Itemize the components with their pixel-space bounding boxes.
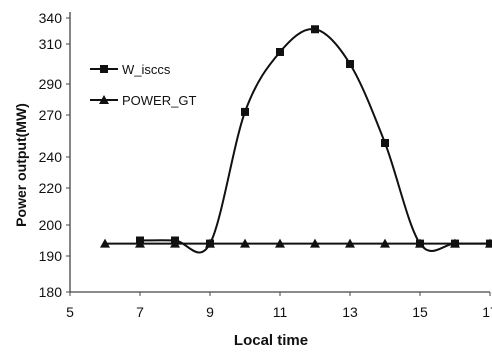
y-tick-label: 310 [39, 36, 63, 52]
data-point [170, 238, 180, 248]
legend: W_iscсs POWER_GT [90, 62, 196, 108]
data-point [240, 238, 250, 248]
data-point [205, 238, 215, 248]
data-point [380, 238, 390, 248]
x-tick-label: 17 [482, 304, 492, 320]
y-tick-label: 240 [39, 149, 63, 165]
x-tick-label: 7 [136, 304, 144, 320]
y-axis-label: Power output(MW) [13, 103, 29, 227]
data-point [135, 238, 145, 248]
data-point [346, 60, 354, 68]
y-tick-label: 220 [39, 180, 63, 196]
x-axis-label: Local time [234, 332, 308, 349]
data-point [485, 238, 492, 248]
series-line [139, 28, 490, 254]
y-tick-label: 290 [39, 76, 63, 92]
legend-item: W_iscсs [90, 62, 171, 77]
legend-marker [99, 95, 109, 104]
data-point [381, 139, 389, 147]
x-tick-label: 15 [412, 304, 428, 320]
legend-label: POWER_GT [122, 93, 196, 108]
x-tick-label: 11 [273, 304, 288, 320]
data-point [311, 25, 319, 34]
data-point [241, 107, 249, 116]
y-tick-label: 270 [39, 107, 63, 123]
data-point [345, 238, 355, 248]
x-tick-label: 13 [342, 304, 358, 320]
legend-label: W_iscсs [122, 62, 171, 77]
data-point [415, 238, 425, 248]
series-layer [100, 25, 492, 254]
data-point [275, 238, 285, 248]
data-point [450, 238, 460, 248]
data-point [100, 238, 110, 248]
series-1 [100, 238, 492, 248]
y-tick-label: 180 [39, 284, 63, 300]
legend-marker [100, 65, 108, 73]
x-tick-label: 9 [206, 304, 214, 320]
ticks: 5 7 9 11 13 15 17 180 190 200 220 240 270 290 310 340 [39, 10, 492, 320]
legend-item: POWER_GT [90, 93, 196, 108]
x-tick-label: 5 [66, 304, 74, 320]
data-point [276, 48, 284, 56]
series-0 [136, 25, 492, 254]
y-tick-label: 340 [39, 10, 63, 26]
y-tick-label: 200 [39, 217, 63, 233]
data-point [310, 238, 320, 248]
y-tick-label: 190 [39, 248, 63, 264]
